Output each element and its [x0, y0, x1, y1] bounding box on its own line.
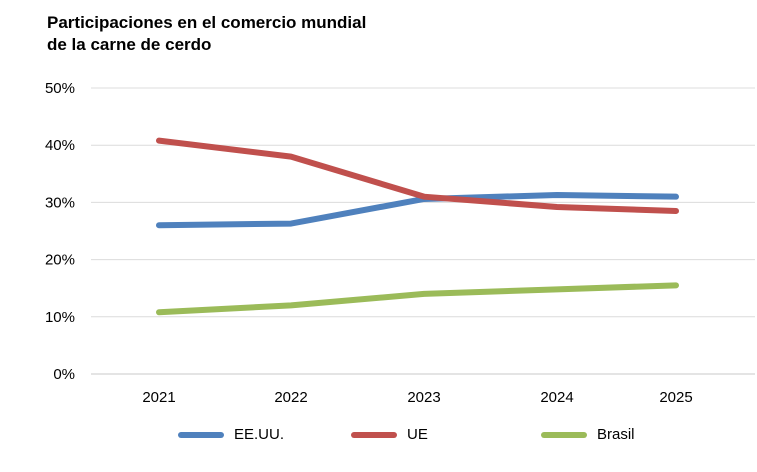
- x-tick-label: 2025: [659, 389, 692, 406]
- x-axis-ticks: 2021 2022 2023 2024 2025: [142, 389, 692, 406]
- y-tick-label: 50%: [45, 80, 75, 97]
- chart-title-line-2: de la carne de cerdo: [47, 35, 212, 54]
- legend-swatch-2: [351, 431, 397, 438]
- legend-swatch-1: [178, 431, 224, 438]
- y-tick-label: 40%: [45, 137, 75, 154]
- series-line-2: [156, 137, 679, 214]
- legend-swatch-3: [541, 431, 587, 438]
- series-line-3: [156, 282, 679, 316]
- y-tick-label: 30%: [45, 194, 75, 211]
- legend: EE.UU. UE Brasil: [0, 426, 757, 448]
- legend-label-1: EE.UU.: [234, 426, 285, 443]
- chart-title: Participaciones en el comercio mundial d…: [47, 12, 467, 56]
- y-axis-ticks: 0% 10% 20% 30% 40% 50%: [45, 80, 75, 383]
- legend-label-3: Brasil: [597, 426, 635, 443]
- y-tick-label: 10%: [45, 309, 75, 326]
- series-lines: [156, 137, 679, 316]
- x-tick-label: 2024: [540, 389, 573, 406]
- x-tick-label: 2022: [274, 389, 307, 406]
- y-tick-label: 0%: [53, 366, 75, 383]
- legend-label-2: UE: [407, 426, 428, 443]
- x-tick-label: 2021: [142, 389, 175, 406]
- x-tick-label: 2023: [407, 389, 440, 406]
- gridlines: [91, 87, 755, 375]
- legend-item-1: EE.UU.: [178, 426, 284, 443]
- legend-item-3: Brasil: [541, 426, 635, 443]
- legend-item-2: UE: [351, 426, 428, 443]
- chart-title-line-1: Participaciones en el comercio mundial: [47, 13, 367, 32]
- y-tick-label: 20%: [45, 252, 75, 269]
